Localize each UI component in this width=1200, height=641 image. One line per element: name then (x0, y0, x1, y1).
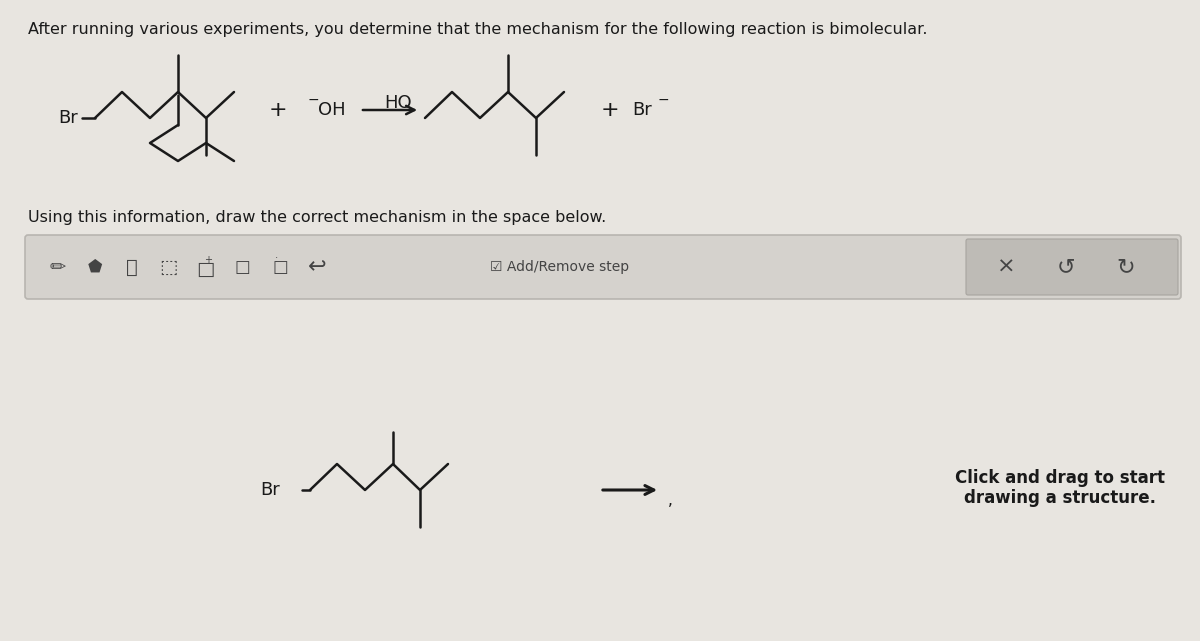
Text: HO: HO (384, 94, 412, 112)
Text: Br: Br (632, 101, 652, 119)
Text: ↺: ↺ (1057, 257, 1075, 277)
Text: □: □ (196, 260, 214, 278)
Text: +: + (269, 100, 287, 120)
Text: −: − (658, 93, 670, 107)
Text: Br: Br (260, 481, 280, 499)
Text: After running various experiments, you determine that the mechanism for the foll: After running various experiments, you d… (28, 22, 928, 37)
Text: +: + (601, 100, 619, 120)
Text: □: □ (272, 258, 288, 276)
Text: :: : (275, 254, 277, 264)
FancyBboxPatch shape (25, 235, 1181, 299)
Text: ✋: ✋ (126, 258, 138, 276)
Text: ×: × (997, 257, 1015, 277)
Text: Using this information, draw the correct mechanism in the space below.: Using this information, draw the correct… (28, 210, 606, 225)
Text: ⬟: ⬟ (88, 258, 102, 276)
Text: ↩: ↩ (307, 257, 326, 277)
Text: Br: Br (58, 109, 78, 127)
Text: ↻: ↻ (1117, 257, 1135, 277)
Text: ✏: ✏ (50, 258, 66, 276)
Text: OH: OH (318, 101, 346, 119)
FancyBboxPatch shape (966, 239, 1178, 295)
Text: ☑ Add/Remove step: ☑ Add/Remove step (490, 260, 629, 274)
Text: Click and drag to start
drawing a structure.: Click and drag to start drawing a struct… (955, 469, 1165, 508)
Text: +: + (204, 255, 212, 265)
Text: ⬚: ⬚ (158, 258, 178, 276)
Text: □: □ (234, 258, 250, 276)
Text: ,: , (667, 492, 672, 508)
Text: −: − (308, 93, 319, 107)
